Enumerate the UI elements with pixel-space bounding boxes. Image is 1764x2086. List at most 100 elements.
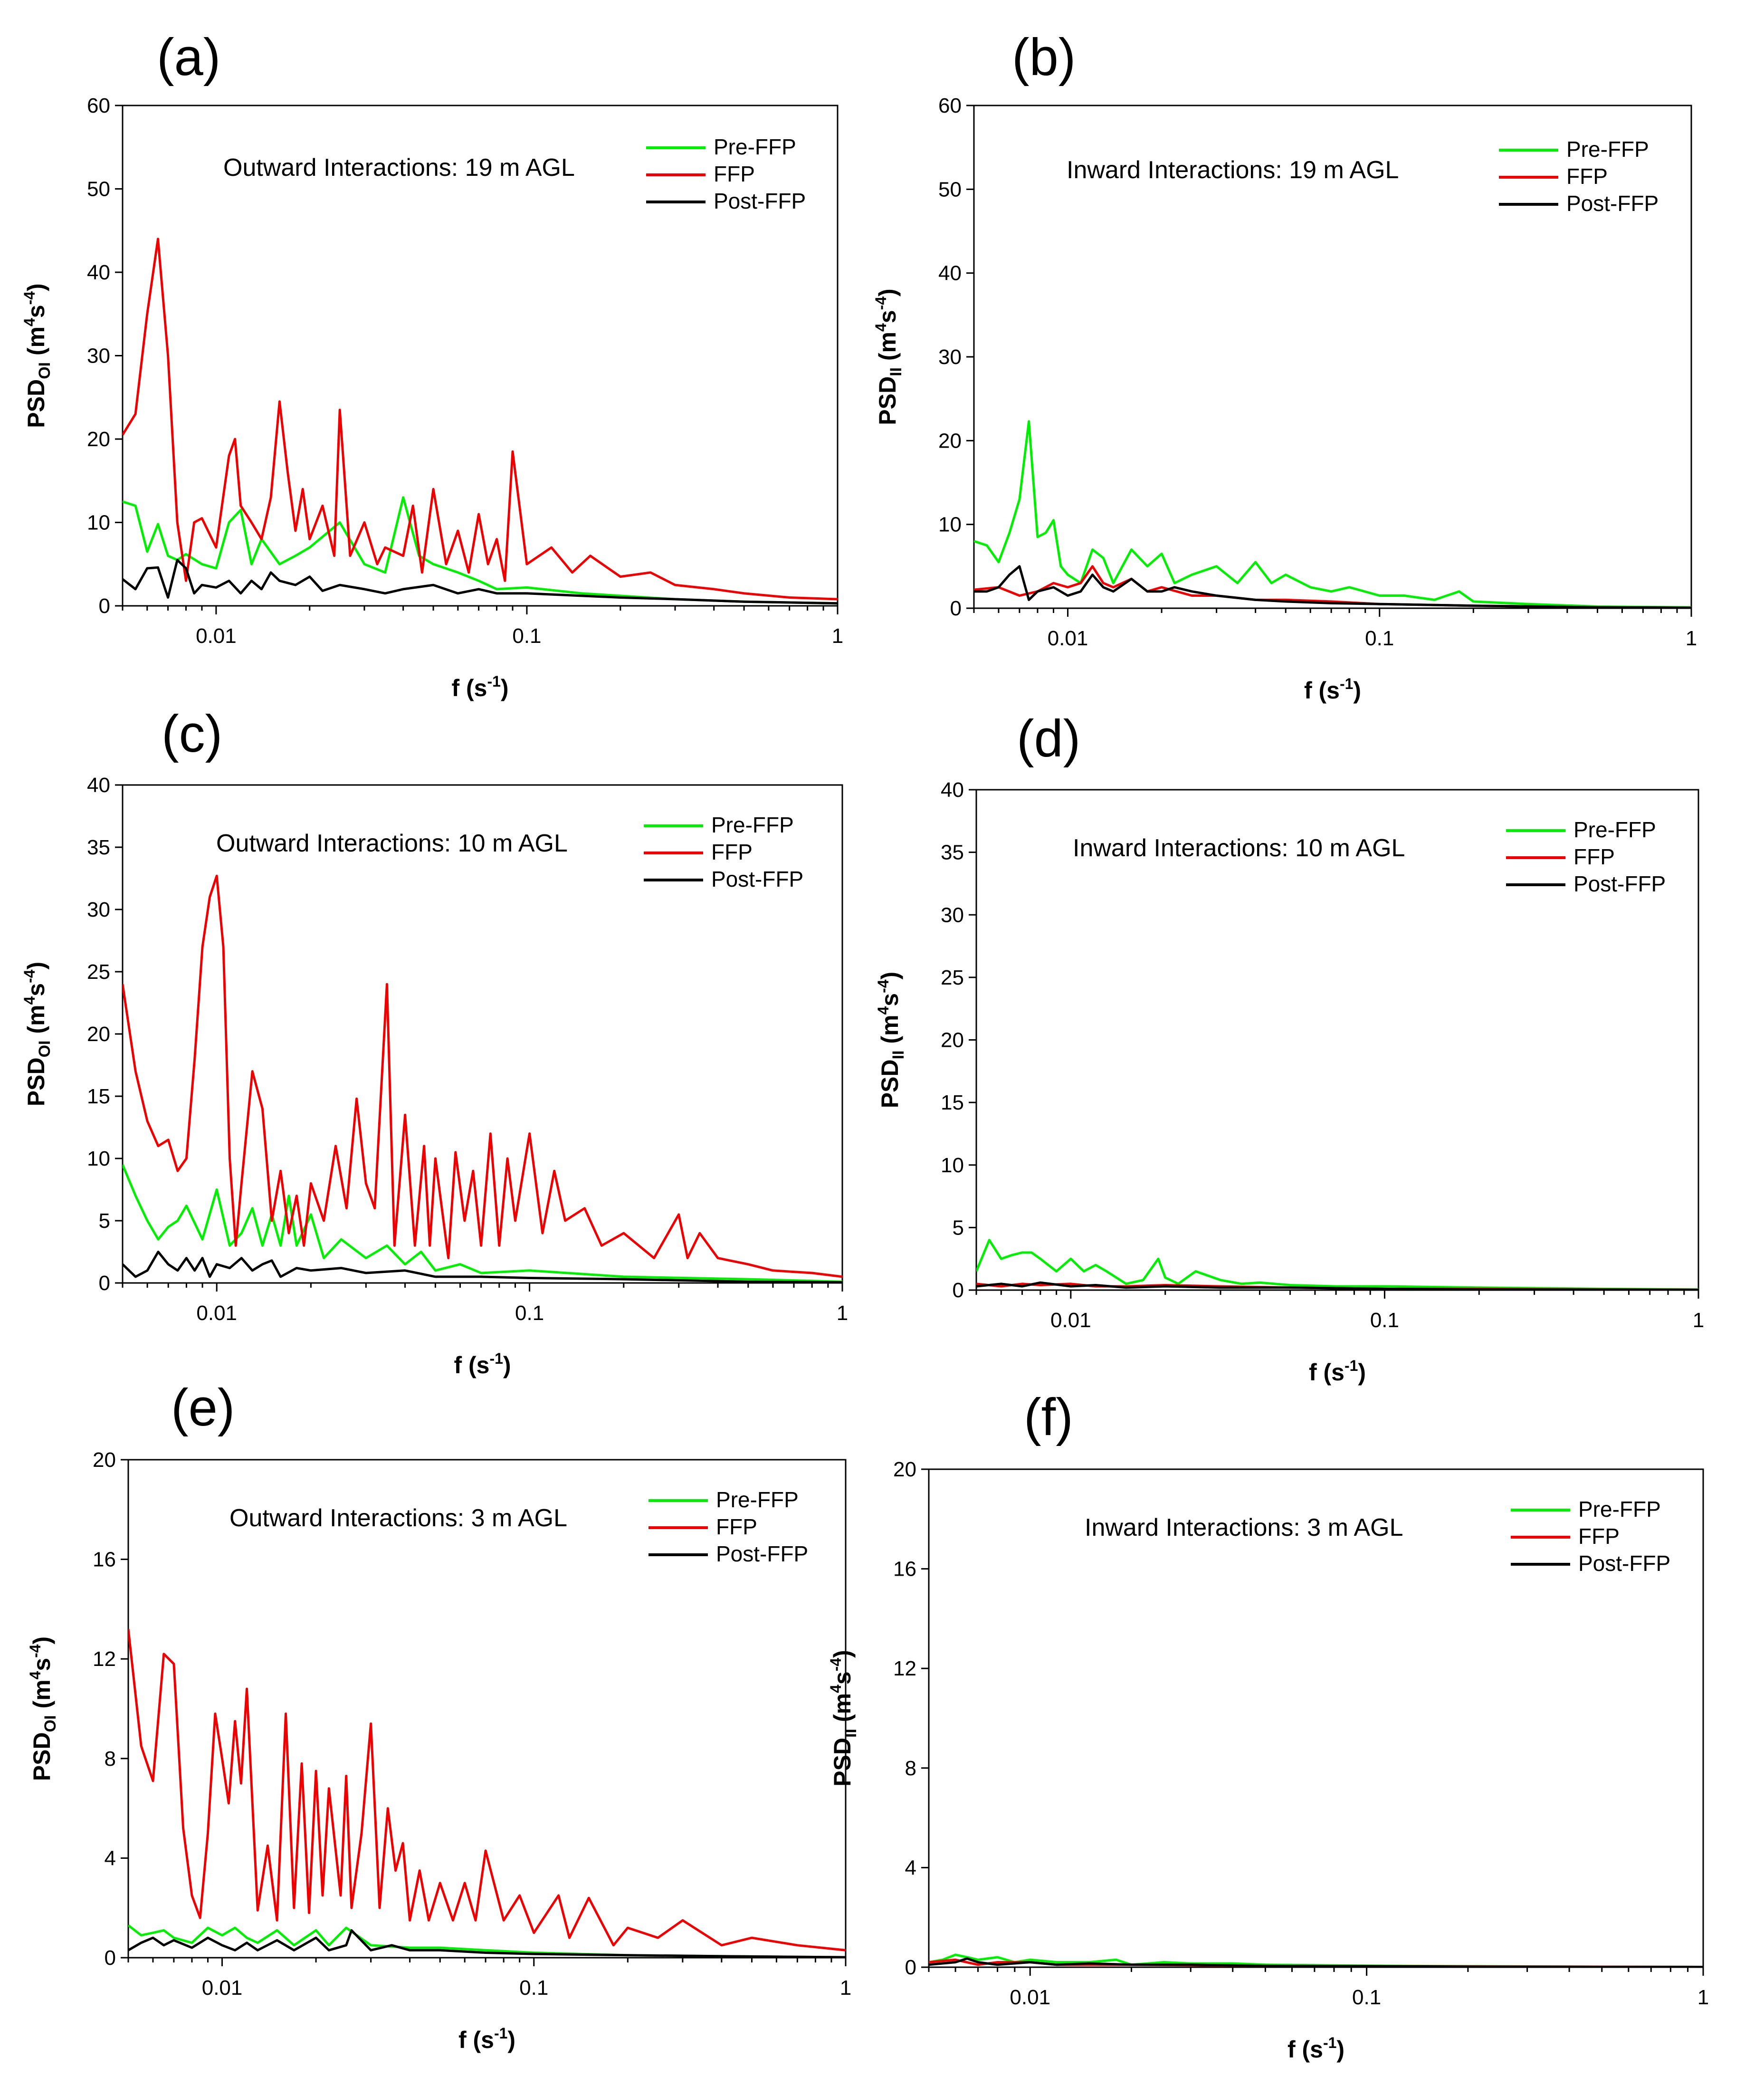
y-tick-label: 0 [953,1279,964,1302]
panel-title: Inward Interactions: 10 m AGL [1073,834,1405,862]
legend-label: Pre-FFP [714,134,796,159]
y-axis-label-sup: 4 [21,318,38,326]
y-axis-label-main: PSD [23,379,49,428]
legend-label: Pre-FFP [1578,1497,1661,1521]
x-tick-label: 0.01 [1048,627,1088,650]
x-axis-label-main: f (s [1309,1359,1344,1386]
y-tick-label: 5 [99,1209,110,1233]
y-axis-label-sup: -4 [875,979,892,993]
y-tick-label: 10 [938,513,962,536]
y-tick-label: 30 [87,898,110,921]
panel-title: Inward Interactions: 19 m AGL [1067,156,1399,184]
y-axis-label-unit: (m [829,1693,856,1729]
y-axis-label-unit: (m [874,332,901,367]
series-line-post-ffp [123,559,838,605]
x-axis-label-main: f (s [1304,677,1340,704]
x-axis-label-close: ) [503,1352,511,1378]
legend-label: Post-FFP [716,1541,808,1566]
y-axis-label-sup: -4 [872,297,889,310]
legend-label: FFP [1578,1524,1620,1549]
y-tick-label: 50 [938,178,962,201]
y-axis-label-unit: (m [23,1005,49,1041]
x-tick-label: 1 [840,1976,851,2000]
y-axis-label-sup: -4 [21,291,38,305]
series-line-ffp [123,874,842,1278]
y-axis-label-sub: II [887,367,905,376]
panel-title: Inward Interactions: 3 m AGL [1085,1514,1403,1541]
series-line-pre-ffp [123,1164,842,1283]
series-group [128,1629,846,1958]
legend-label: FFP [711,840,753,864]
y-tick-label: 12 [93,1647,116,1671]
series-line-ffp [128,1629,846,1952]
y-tick-label: 30 [87,344,110,368]
y-tick-label: 20 [941,1029,964,1052]
legend-label: FFP [716,1514,757,1539]
y-axis-label-unit: (m [23,326,49,362]
x-axis-label: f (s-1) [451,673,508,701]
x-axis-label-main: f (s [458,2027,494,2053]
y-axis-label-sup: 4 [827,1684,844,1693]
y-tick-label: 60 [938,94,962,117]
y-axis-label-sub: II [842,1729,860,1738]
x-tick-label: 0.01 [196,624,237,648]
series-line-post-ffp [123,1251,842,1283]
y-axis-label-sup: -4 [827,1658,844,1672]
legend-label: FFP [1573,844,1615,869]
y-tick-label: 25 [941,966,964,989]
y-tick-label: 10 [87,1147,110,1170]
legend-label: FFP [1566,164,1608,189]
y-axis-label: PSDOI (m4s-4) [21,962,54,1106]
y-axis-label: PSDII (m4s-4) [827,1650,860,1786]
y-tick-label: 60 [87,94,110,117]
x-axis-label-sup: -1 [1340,675,1353,692]
x-tick-label: 1 [832,624,843,648]
y-axis-label-close: ) [874,288,901,297]
legend-label: Post-FFP [711,867,803,891]
x-axis-label-close: ) [1353,677,1361,704]
panel-label: (c) [162,705,222,763]
x-tick-label: 1 [837,1301,848,1325]
x-tick-label: 0.1 [512,624,541,648]
y-axis-label-sup: 4 [875,1006,892,1015]
y-axis-label-mid: s [877,993,903,1006]
y-axis-label-main: PSD [829,1738,856,1787]
y-axis-label-close: ) [23,962,49,970]
x-axis-label: f (s-1) [1304,675,1361,704]
panel-title: Outward Interactions: 3 m AGL [229,1504,567,1532]
series-line-pre-ffp [974,420,1691,608]
y-axis-label-sub: OI [41,1715,59,1732]
x-axis-label: f (s-1) [454,1350,511,1378]
y-tick-label: 5 [953,1216,964,1239]
y-axis-label: PSDII (m4s-4) [875,972,907,1108]
y-axis-label-mid: s [829,1671,856,1684]
plot-frame [127,1459,847,1959]
x-axis-label: f (s-1) [1287,2034,1344,2063]
x-axis-label-sup: -1 [494,2025,507,2042]
y-tick-label: 16 [893,1558,916,1581]
y-tick-label: 50 [87,178,110,201]
x-axis-label-close: ) [1358,1359,1366,1386]
legend-label: Post-FFP [1566,191,1659,216]
series-line-pre-ffp [128,1924,846,1958]
series-line-post-ffp [929,1957,1703,1967]
series-line-ffp [974,565,1691,608]
x-axis-label-sup: -1 [1344,1357,1358,1374]
y-axis-label-sub: II [889,1051,907,1060]
y-axis-label-sup: -4 [27,1644,44,1658]
y-tick-label: 10 [87,511,110,535]
legend-label: Post-FFP [714,189,806,213]
x-axis-label-main: f (s [451,675,487,701]
y-tick-label: 15 [87,1085,110,1108]
y-tick-label: 0 [905,1956,916,1979]
series-group [974,420,1691,608]
